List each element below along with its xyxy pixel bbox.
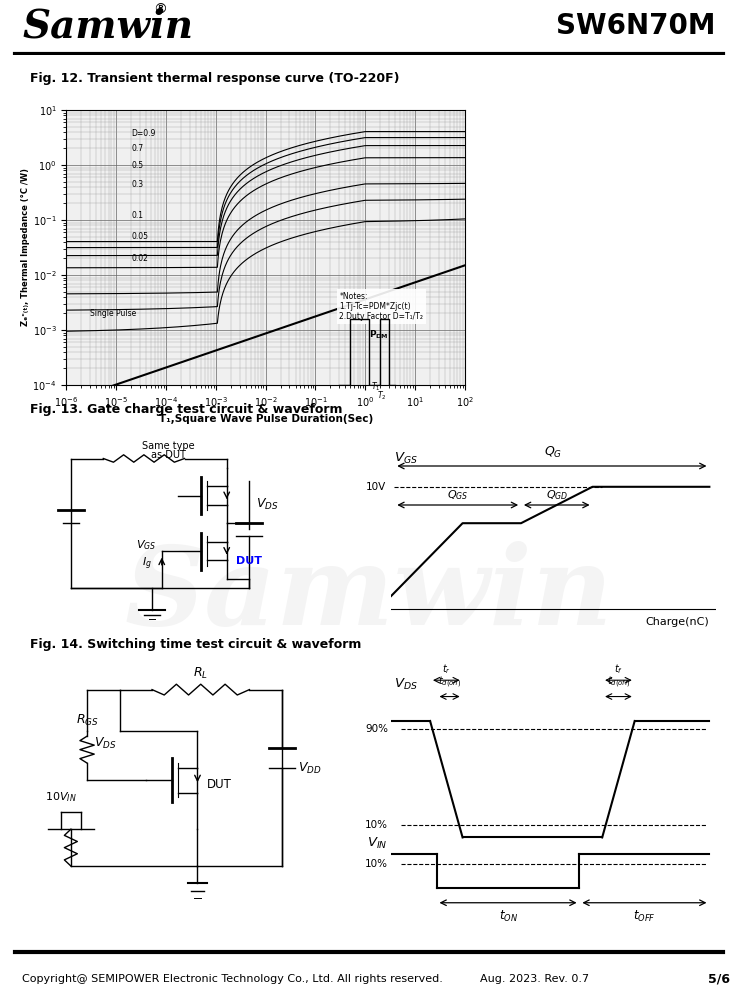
Text: $t_f$: $t_f$ (614, 662, 623, 676)
Text: $V_{DD}$: $V_{DD}$ (298, 760, 322, 776)
Text: $T_1$: $T_1$ (370, 381, 380, 393)
Text: DUT: DUT (207, 778, 232, 791)
Y-axis label: Zₑᶜ₍ₜ₎, Thermal Impedance (°C /W): Zₑᶜ₍ₜ₎, Thermal Impedance (°C /W) (21, 168, 30, 326)
Text: D=0.9: D=0.9 (131, 129, 156, 138)
Text: $10V_{IN}$: $10V_{IN}$ (45, 790, 77, 804)
Text: $R_{GS}$: $R_{GS}$ (76, 713, 98, 728)
Text: $V_{DS}$: $V_{DS}$ (394, 677, 418, 692)
Text: 90%: 90% (365, 724, 388, 734)
Text: Samwin: Samwin (22, 7, 193, 45)
Text: Charge(nC): Charge(nC) (646, 617, 709, 627)
Text: $Q_{GD}$: $Q_{GD}$ (545, 488, 568, 502)
Text: 10V: 10V (366, 482, 386, 492)
Text: SW6N70M: SW6N70M (556, 12, 716, 40)
Text: DUT: DUT (236, 556, 263, 566)
Text: Copyright@ SEMIPOWER Electronic Technology Co., Ltd. All rights reserved.: Copyright@ SEMIPOWER Electronic Technolo… (22, 974, 443, 984)
Text: 0.7: 0.7 (131, 144, 143, 153)
Text: 10%: 10% (365, 859, 388, 869)
Text: Single Pulse: Single Pulse (90, 309, 137, 318)
Text: $R_L$: $R_L$ (193, 666, 208, 681)
Text: $\mathbf{P_{DM}}$: $\mathbf{P_{DM}}$ (369, 328, 389, 341)
Text: 0.05: 0.05 (131, 232, 148, 241)
Text: Fig. 12. Transient thermal response curve (TO-220F): Fig. 12. Transient thermal response curv… (30, 72, 399, 85)
Text: 0.02: 0.02 (131, 254, 148, 263)
Text: ®: ® (154, 3, 168, 17)
Text: $V_{DS}$: $V_{DS}$ (256, 497, 278, 512)
Text: $t_r$: $t_r$ (442, 662, 451, 676)
Text: $Q_{GS}$: $Q_{GS}$ (447, 488, 469, 502)
Text: 0.3: 0.3 (131, 180, 143, 189)
Text: Samwin: Samwin (125, 541, 613, 649)
Text: $V_{DS}$: $V_{DS}$ (94, 736, 116, 751)
Text: $t_{ON}$: $t_{ON}$ (499, 909, 517, 924)
Text: $t_{OFF}$: $t_{OFF}$ (633, 909, 656, 924)
Text: Fig. 13. Gate charge test circuit & waveform: Fig. 13. Gate charge test circuit & wave… (30, 403, 342, 416)
X-axis label: T₁,Square Wave Pulse Duration(Sec): T₁,Square Wave Pulse Duration(Sec) (159, 414, 373, 424)
Text: Same type: Same type (142, 441, 195, 451)
Text: as DUT: as DUT (151, 450, 186, 460)
Text: 5/6: 5/6 (708, 973, 731, 986)
Text: $V_{GS}$: $V_{GS}$ (136, 539, 156, 552)
Text: Fig. 14. Switching time test circuit & waveform: Fig. 14. Switching time test circuit & w… (30, 638, 361, 651)
Text: Aug. 2023. Rev. 0.7: Aug. 2023. Rev. 0.7 (480, 974, 589, 984)
Text: $t_{d(on)}$: $t_{d(on)}$ (438, 675, 461, 690)
Text: *Notes:
1.Tj-Tc=PDM*Zjc(t)
2.Duty Factor D=T₁/T₂: *Notes: 1.Tj-Tc=PDM*Zjc(t) 2.Duty Factor… (339, 292, 424, 321)
Text: $T_2$: $T_2$ (376, 389, 386, 401)
Text: $I_g$: $I_g$ (142, 556, 152, 572)
Text: 10%: 10% (365, 820, 388, 830)
Text: $t_{d(off)}$: $t_{d(off)}$ (607, 675, 630, 690)
Text: $V_{GS}$: $V_{GS}$ (394, 451, 418, 466)
Text: 0.1: 0.1 (131, 211, 143, 220)
Text: 0.5: 0.5 (131, 160, 143, 169)
Text: $V_{IN}$: $V_{IN}$ (368, 836, 388, 851)
Text: $Q_G$: $Q_G$ (545, 444, 562, 460)
